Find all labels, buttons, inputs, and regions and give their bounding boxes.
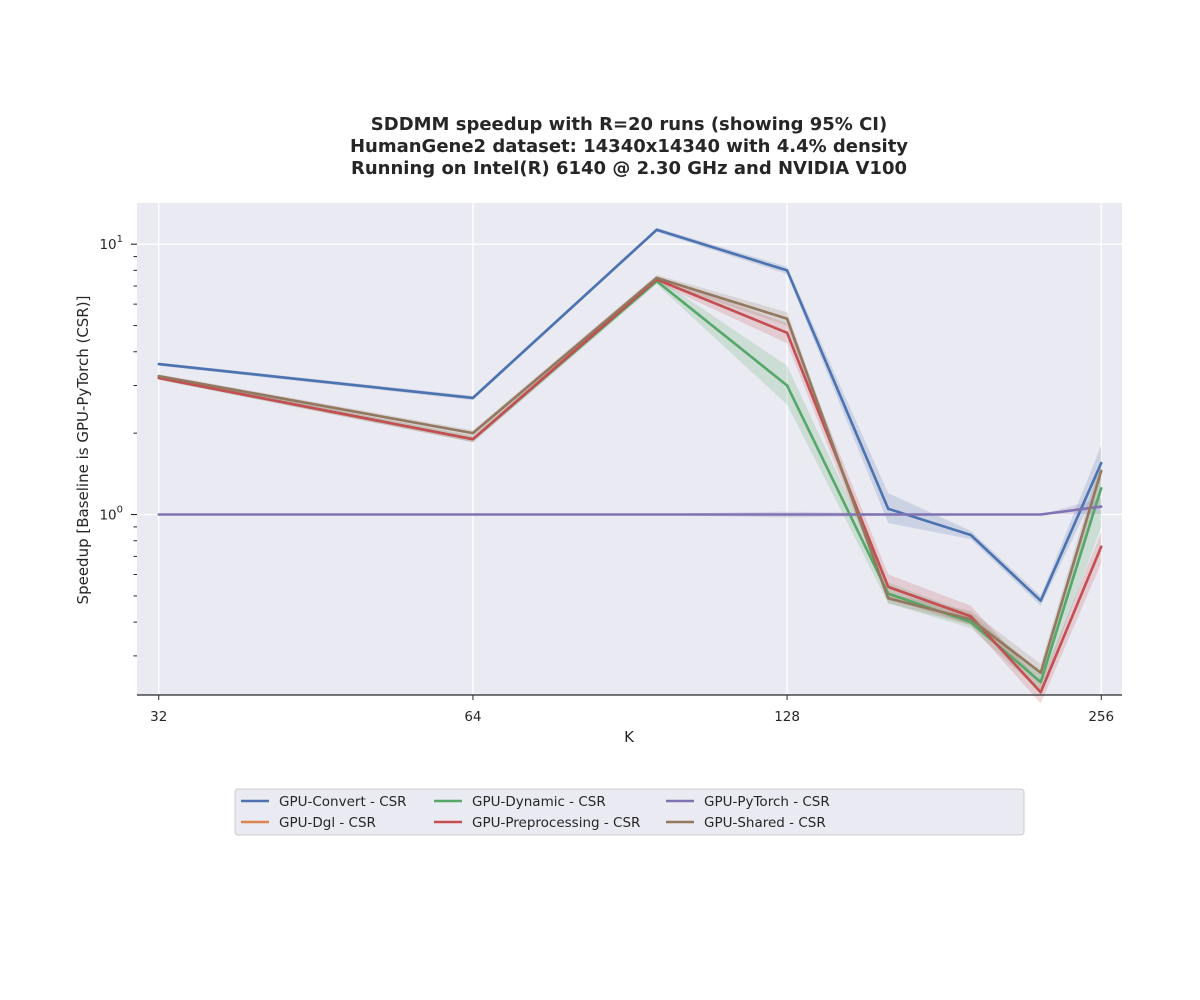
- ci-band-series-3: [158, 276, 1102, 704]
- y-axis-ticks: 100 101: [99, 234, 137, 657]
- x-tick-label-256: 256: [1088, 709, 1114, 725]
- legend-item-3: GPU-Preprocessing - CSR: [434, 815, 640, 831]
- chart-title-line-1: SDDMM speedup with R=20 runs (showing 95…: [371, 114, 887, 135]
- chart-title-line-3: Running on Intel(R) 6140 @ 2.30 GHz and …: [351, 158, 907, 179]
- x-tick-label-64: 64: [464, 709, 481, 725]
- legend-label: GPU-Dynamic - CSR: [472, 794, 606, 810]
- x-axis-label: K: [624, 728, 635, 746]
- legend: GPU-Convert - CSR GPU-Dgl - CSR GPU-Dynami…: [234, 788, 1025, 836]
- x-axis-ticks: 32 64 128 256: [150, 695, 1114, 725]
- legend-label: GPU-Convert - CSR: [279, 794, 407, 810]
- ci-band-series-5: [158, 274, 1102, 683]
- x-tick-label-128: 128: [774, 709, 800, 725]
- legend-label: GPU-Dgl - CSR: [279, 815, 376, 831]
- legend-label: GPU-Shared - CSR: [704, 815, 826, 831]
- chart-title: SDDMM speedup with R=20 runs (showing 95…: [350, 114, 908, 179]
- legend-item-5: GPU-Shared - CSR: [666, 815, 826, 831]
- legend-box: [234, 788, 1025, 836]
- series-lines: [157, 228, 1103, 694]
- chart-title-line-2: HumanGene2 dataset: 14340x14340 with 4.4…: [350, 136, 908, 157]
- ci-band-series-2: [158, 277, 1102, 693]
- series-line-0: [157, 228, 1103, 603]
- y-tick-label-10-1: 101: [99, 234, 123, 253]
- legend-item-2: GPU-Dynamic - CSR: [434, 794, 606, 810]
- legend-item-0: GPU-Convert - CSR: [241, 794, 407, 810]
- legend-label: GPU-PyTorch - CSR: [704, 794, 830, 810]
- legend-label: GPU-Preprocessing - CSR: [472, 815, 640, 831]
- series-line-5: [157, 276, 1103, 675]
- y-tick-label-10-0: 100: [99, 505, 123, 524]
- legend-item-4: GPU-PyTorch - CSR: [666, 794, 830, 810]
- series-line-4: [157, 505, 1103, 516]
- x-tick-label-32: 32: [150, 709, 167, 725]
- y-axis-label: Speedup [Baseline is GPU-PyTorch (CSR)]: [74, 296, 92, 605]
- legend-item-1: GPU-Dgl - CSR: [241, 815, 376, 831]
